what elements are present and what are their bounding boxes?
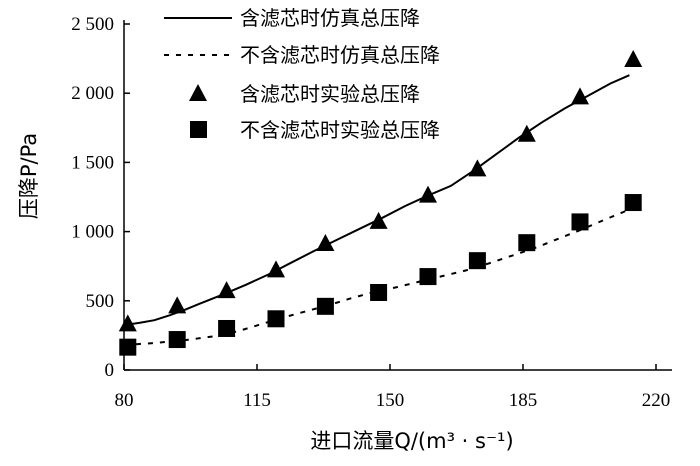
x-tick-label: 150: [376, 390, 405, 411]
y-ticks: 0 500 1 000 1 500 2 000 2 500: [71, 14, 130, 381]
series-line-dashed: [123, 208, 630, 347]
x-ticks: 80 115 150 185 220: [115, 364, 671, 411]
x-tick-label: 220: [642, 390, 671, 411]
triangle-point: [419, 185, 437, 203]
x-axis-title: 进口流量Q/(m³ · s⁻¹): [310, 429, 513, 453]
x-tick-label: 185: [509, 390, 538, 411]
square-point: [316, 297, 334, 315]
square-point: [267, 310, 285, 328]
triangle-point: [118, 314, 137, 332]
triangle-point: [267, 260, 285, 278]
y-tick-label: 500: [86, 291, 115, 312]
y-tick-label: 2 000: [71, 83, 114, 104]
series-line-solid: [123, 74, 630, 326]
plot-area: [118, 49, 643, 356]
square-point: [370, 283, 388, 301]
triangle-point: [624, 49, 643, 67]
square-point: [119, 338, 137, 356]
square-point: [168, 331, 186, 349]
square-point: [218, 319, 236, 337]
y-tick-label: 2 500: [71, 14, 114, 35]
square-point: [518, 234, 536, 252]
square-point: [624, 194, 642, 212]
x-tick-label: 80: [115, 390, 134, 411]
legend-label-4: 不含滤芯时实验总压降: [240, 118, 440, 142]
square-point: [419, 268, 437, 286]
y-tick-label: 0: [105, 360, 115, 381]
triangle-point: [468, 159, 487, 177]
legend-label-2: 不含滤芯时仿真总压降: [240, 43, 440, 67]
legend-label-3: 含滤芯时实验总压降: [240, 82, 420, 106]
x-tick-label: 115: [243, 390, 271, 411]
triangle-point: [217, 281, 236, 299]
legend: 含滤芯时仿真总压降 不含滤芯时仿真总压降 含滤芯时实验总压降 不含滤芯时实验总压…: [164, 6, 440, 142]
square-point: [571, 213, 589, 231]
axes: [123, 20, 672, 371]
triangle-point: [517, 124, 536, 142]
triangle-point: [316, 234, 335, 252]
triangle-point: [369, 211, 388, 229]
legend-swatch-square: [190, 121, 207, 138]
triangle-point: [571, 87, 589, 105]
legend-swatch-triangle: [189, 84, 207, 101]
y-tick-label: 1 000: [71, 222, 114, 243]
square-point: [468, 252, 486, 270]
triangle-point: [168, 296, 187, 314]
y-axis-title: 压降P/Pa: [17, 133, 41, 219]
legend-label-1: 含滤芯时仿真总压降: [240, 6, 420, 30]
y-tick-label: 1 500: [71, 152, 114, 173]
